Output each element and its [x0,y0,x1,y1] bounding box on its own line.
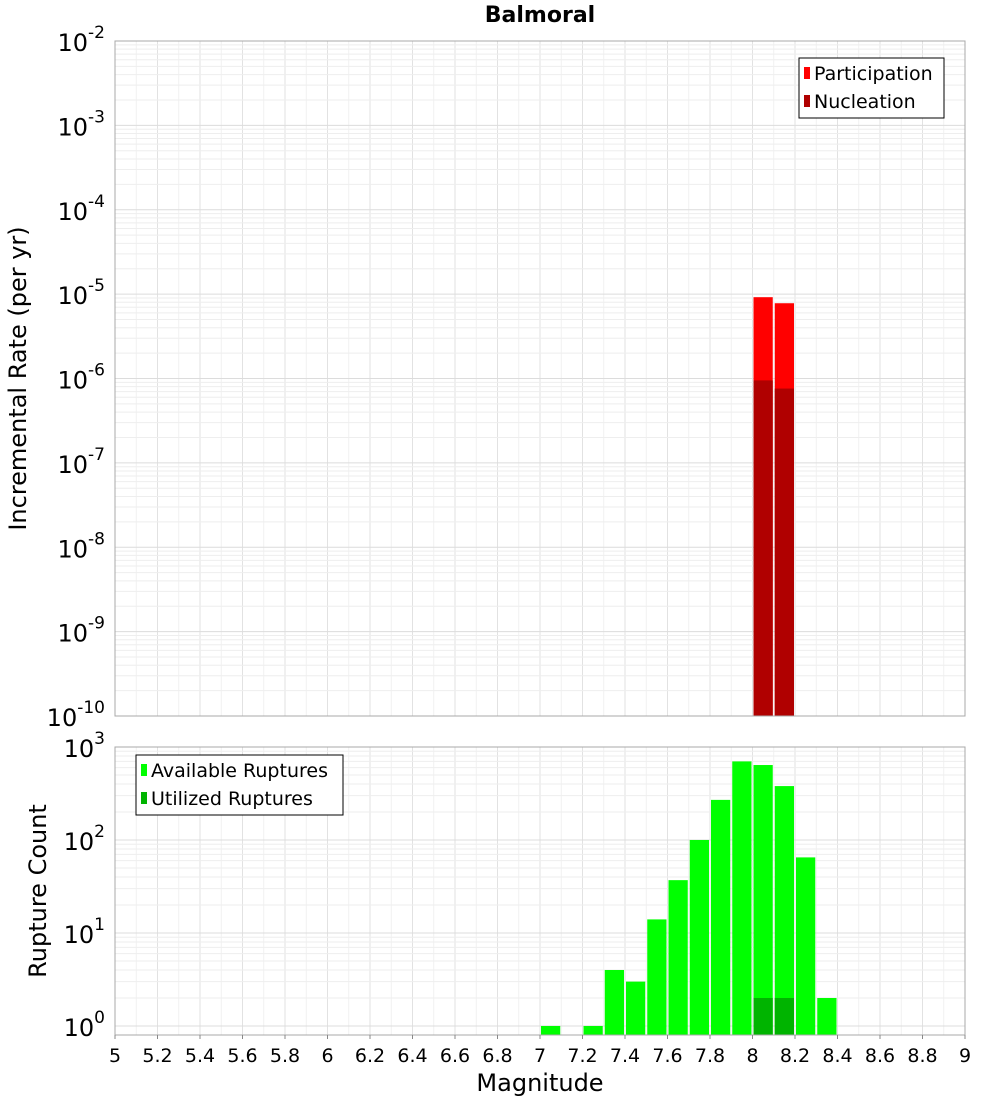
legend-box [798,57,945,119]
y-tick-label: 103 [64,729,105,763]
y-axis-label: Incremental Rate (per yr) [4,226,32,530]
bar-available-ruptures [732,761,752,1035]
legend-swatch-nucleation [804,95,810,107]
legend-box [135,754,344,816]
x-tick-label: 6.2 [355,1045,385,1067]
bar-nucleation [753,380,773,716]
bar-available-ruptures [541,1025,561,1035]
x-tick-label: 6.4 [397,1045,427,1067]
bar-available-ruptures [817,997,837,1035]
y-tick-label: 10-8 [58,529,106,563]
x-tick-label: 7 [534,1045,546,1067]
x-tick-label: 7.4 [610,1045,640,1067]
bar-utilized-ruptures [774,997,794,1035]
x-tick-label: 6 [321,1045,333,1067]
legend-swatch-utilized-ruptures [141,792,147,804]
x-tick-label: 8.8 [907,1045,937,1067]
legend-label: Nucleation [814,91,916,113]
bar-available-ruptures [689,839,709,1035]
y-axis-label: Rupture Count [24,804,52,978]
x-tick-label: 7.8 [695,1045,725,1067]
x-tick-label: 8.6 [865,1045,895,1067]
bar-available-ruptures [753,765,773,1035]
x-tick-label: 5 [109,1045,121,1067]
y-tick-label: 10-3 [58,107,106,141]
plot-frame [114,40,966,717]
bar-nucleation [774,388,794,716]
x-tick-label: 5.4 [185,1045,215,1067]
bar-available-ruptures [647,919,667,1035]
y-tick-label: 10-4 [58,192,106,226]
y-tick-label: 10-5 [58,276,106,310]
x-tick-label: 8.2 [780,1045,810,1067]
x-tick-label: 8.4 [822,1045,852,1067]
x-tick-label: 7.6 [652,1045,682,1067]
bar-available-ruptures [668,880,688,1035]
legend: Participation Nucleation [798,57,945,119]
x-tick-label: 6.6 [440,1045,470,1067]
chart-title: Balmoral [485,3,595,28]
legend-swatch-available-ruptures [141,764,147,776]
legend-swatch-participation [804,67,810,79]
x-tick-label: 5.6 [227,1045,257,1067]
bar-available-ruptures [796,857,816,1035]
y-tick-label: 101 [64,915,105,949]
y-tick-label: 100 [64,1008,105,1042]
x-tick-label: 9 [959,1045,971,1067]
x-tick-label: 5.8 [270,1045,300,1067]
y-tick-label: 10-6 [58,361,106,395]
legend-label: Utilized Ruptures [151,788,313,810]
legend-label: Participation [814,63,933,85]
x-tick-label: 8 [746,1045,758,1067]
x-tick-label: 7.2 [567,1045,597,1067]
y-tick-label: 10-7 [58,445,106,479]
y-tick-label: 10-9 [58,614,106,648]
legend-label: Available Ruptures [151,760,328,782]
x-tick-label: 5.2 [142,1045,172,1067]
bar-available-ruptures [711,799,731,1035]
bar-available-ruptures [626,981,646,1035]
y-tick-label: 10-10 [47,698,105,732]
bar-utilized-ruptures [753,997,773,1035]
x-tick-label: 6.8 [482,1045,512,1067]
bar-available-ruptures [604,969,624,1035]
y-tick-label: 102 [64,822,105,856]
x-axis-label: Magnitude [476,1069,603,1097]
legend: Available Ruptures Utilized Ruptures [135,754,344,816]
panel-1: 10-10 10-9 10-8 10-7 10-6 10-5 10-4 10-3 10-2 Inc… [4,3,966,732]
bar-available-ruptures [583,1025,603,1035]
bar-available-ruptures [774,786,794,1035]
y-tick-label: 10-2 [58,23,106,57]
